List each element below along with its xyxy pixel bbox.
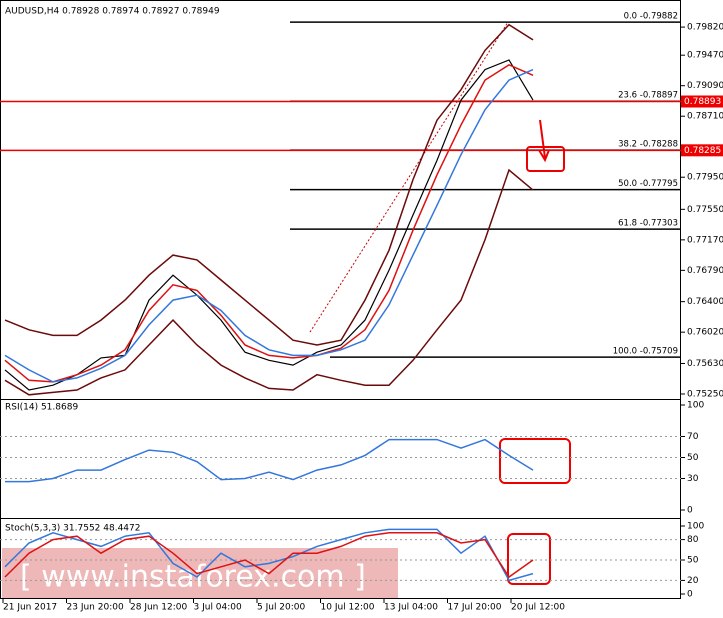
x-tick-label: 5 Jul 20:00 — [257, 603, 306, 613]
panel-title: RSI(14) 51.8689 — [5, 403, 78, 413]
x-tick-label: 21 Jun 2017 — [3, 603, 57, 613]
x-tick-label: 10 Jul 12:00 — [321, 603, 375, 613]
y-tick-label: 0 — [687, 590, 693, 600]
series-line — [4, 68, 534, 383]
y-tick-label: 0.77550 — [687, 205, 723, 215]
frame — [0, 0, 681, 599]
watermark: [ www.instaforex.com ] — [20, 560, 366, 595]
x-tick-label: 28 Jun 12:00 — [130, 603, 187, 613]
series-line — [4, 528, 534, 582]
arrow — [538, 119, 550, 163]
price-tag-label: 0.78893 — [684, 97, 721, 107]
y-tick-label: 80 — [687, 535, 699, 545]
price-tag-label: 0.78285 — [684, 146, 721, 156]
series-line — [5, 438, 534, 483]
fib-label: 100.0 -0.75709 — [613, 347, 678, 357]
series-line — [4, 168, 534, 396]
y-tick-label: 0.76400 — [687, 297, 723, 307]
y-tick-label: 0.75630 — [687, 359, 723, 369]
price-tag — [681, 144, 723, 157]
fib-label: 61.8 -0.77303 — [618, 219, 678, 229]
y-tick-label: 30 — [687, 474, 699, 484]
series-line — [4, 532, 534, 579]
highlight-box — [507, 533, 551, 585]
x-tick-label: 13 Jul 04:00 — [384, 603, 438, 613]
panel-title: AUDUSD,H4 0.78928 0.78974 0.78927 0.7894… — [5, 7, 220, 17]
y-tick-label: 50 — [687, 453, 699, 463]
x-tick-label: 20 Jul 12:00 — [511, 603, 565, 613]
y-tick-label: 0.76020 — [687, 328, 723, 338]
y-tick-label: 20 — [687, 576, 699, 586]
y-tick-label: 0.78710 — [687, 112, 723, 122]
fib-trend — [309, 21, 509, 333]
fib-label: 23.6 -0.78897 — [618, 91, 678, 101]
fib-label: 38.2 -0.78288 — [618, 140, 678, 150]
y-tick-label: 100 — [687, 401, 704, 411]
y-tick-label: 50 — [687, 556, 699, 566]
series-line — [4, 59, 534, 391]
series-line — [4, 23, 534, 346]
x-tick-label: 17 Jul 20:00 — [448, 603, 502, 613]
panel-title: Stoch(5,3,3) 31.7552 48.4472 — [5, 524, 140, 534]
y-tick-label: 0.79090 — [687, 81, 723, 91]
fib-label: 50.0 -0.77795 — [618, 179, 678, 189]
price-tag — [681, 95, 723, 108]
series-line — [4, 63, 534, 383]
y-tick-label: 100 — [687, 522, 704, 532]
x-tick-label: 23 Jun 20:00 — [67, 603, 124, 613]
y-tick-label: 0 — [687, 506, 693, 516]
y-tick-label: 0.79820 — [687, 23, 723, 33]
y-tick-label: 0.76790 — [687, 266, 723, 276]
x-tick-label: 3 Jul 04:00 — [194, 603, 243, 613]
y-tick-label: 0.77950 — [687, 173, 723, 183]
y-tick-label: 0.79470 — [687, 51, 723, 61]
y-tick-label: 0.75250 — [687, 389, 723, 399]
y-tick-label: 70 — [687, 432, 699, 442]
y-tick-label: 0.77170 — [687, 235, 723, 245]
fib-label: 0.0 -0.79882 — [624, 12, 678, 22]
highlight-box — [526, 146, 565, 172]
highlight-box — [499, 438, 571, 484]
